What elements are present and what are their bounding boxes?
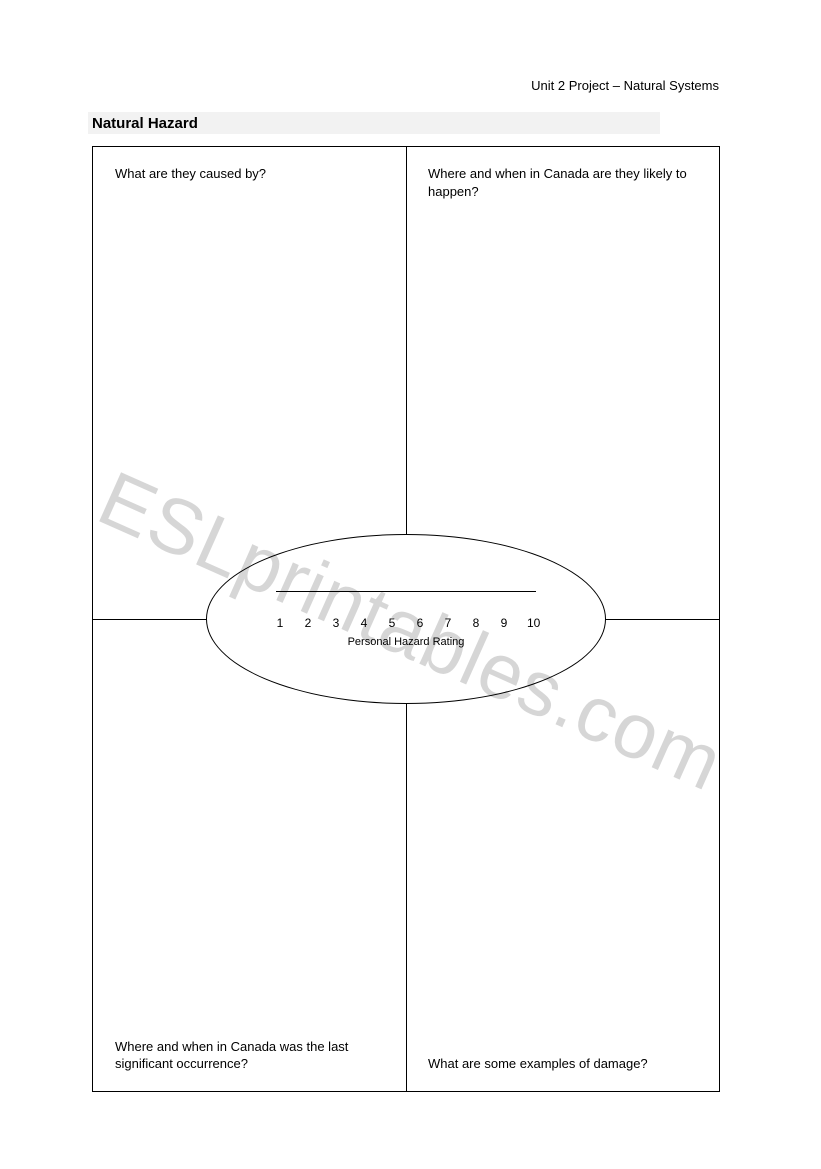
- title-bar: Natural Hazard: [88, 112, 660, 134]
- scale-value: 8: [471, 616, 481, 630]
- title-text: Natural Hazard: [92, 115, 198, 132]
- center-ellipse: 1 2 3 4 5 6 7 8 9 10 Personal Hazard Rat…: [206, 534, 606, 704]
- scale-value: 3: [331, 616, 341, 630]
- header-label: Unit 2 Project – Natural Systems: [531, 78, 719, 93]
- scale-value: 6: [415, 616, 425, 630]
- scale-value: 7: [443, 616, 453, 630]
- rating-label: Personal Hazard Rating: [348, 636, 465, 648]
- scale-value: 9: [499, 616, 509, 630]
- scale-value: 1: [275, 616, 285, 630]
- scale-value: 2: [303, 616, 313, 630]
- four-quadrant-grid: What are they caused by? Where and when …: [92, 146, 720, 1092]
- fill-in-blank-line: [276, 591, 536, 592]
- quadrant-bl-prompt: Where and when in Canada was the last si…: [115, 1038, 384, 1073]
- quadrant-br-prompt: What are some examples of damage?: [428, 1055, 648, 1073]
- scale-value: 10: [527, 616, 537, 630]
- scale-value: 5: [387, 616, 397, 630]
- quadrant-tr-prompt: Where and when in Canada are they likely…: [428, 166, 687, 199]
- rating-scale: 1 2 3 4 5 6 7 8 9 10: [275, 616, 537, 630]
- ellipse-content: 1 2 3 4 5 6 7 8 9 10 Personal Hazard Rat…: [206, 534, 606, 704]
- scale-value: 4: [359, 616, 369, 630]
- quadrant-tl-prompt: What are they caused by?: [115, 166, 266, 181]
- worksheet-page: Unit 2 Project – Natural Systems Natural…: [0, 0, 821, 1169]
